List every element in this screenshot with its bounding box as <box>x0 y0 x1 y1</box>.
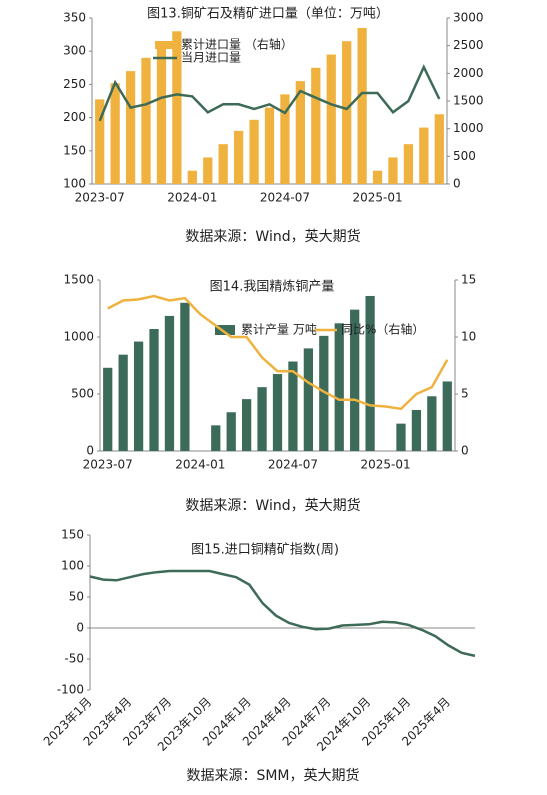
bar <box>419 127 429 184</box>
x-tick-label: 2024-01 <box>175 458 225 472</box>
bar <box>125 71 136 184</box>
line <box>98 64 441 122</box>
bar <box>357 27 367 185</box>
x-tick-label: 2024-01 <box>167 191 217 205</box>
bar <box>187 170 197 184</box>
y2-tick-label: 0 <box>453 177 461 191</box>
bar <box>226 412 236 451</box>
bar <box>303 348 313 451</box>
bar <box>172 31 182 185</box>
y2-tick-label: 500 <box>453 149 476 163</box>
bar <box>164 315 175 451</box>
y-tick-label: 150 <box>61 528 84 542</box>
legend-label: 当月进口量 <box>181 51 241 65</box>
bar <box>288 361 298 451</box>
y2-tick-label: 1000 <box>453 121 484 135</box>
bar <box>118 354 128 451</box>
y2-tick-label: 15 <box>461 273 476 287</box>
bar <box>272 374 283 451</box>
legend-label: 同比%（右轴） <box>341 322 424 337</box>
source: 数据来源：Wind，英大期货 <box>185 497 360 514</box>
y2-tick-label: 1500 <box>453 94 484 108</box>
bar <box>427 396 437 451</box>
bar <box>257 387 267 451</box>
y-tick-label: 0 <box>86 444 94 458</box>
legend-label: 累计产量 万吨 <box>241 323 317 337</box>
x-tick-label: 2023-07 <box>75 191 125 205</box>
bar <box>295 81 305 184</box>
legend-label: 累计进口量 （右轴） <box>181 37 293 52</box>
y-tick-label: 350 <box>63 11 86 25</box>
bar <box>242 399 252 451</box>
source: 数据来源：SMM，英大期货 <box>186 767 359 784</box>
bar <box>95 99 105 184</box>
bar <box>280 94 290 184</box>
bar <box>342 41 352 184</box>
y-tick-label: 150 <box>63 143 86 157</box>
chart-title: 图13.铜矿石及精矿进口量（单位：万吨） <box>147 7 389 22</box>
x-tick-label: 2025-01 <box>360 458 410 472</box>
bar <box>411 409 422 451</box>
bar <box>396 423 406 451</box>
bar <box>203 157 213 184</box>
bar <box>388 157 398 184</box>
y2-tick-label: 3000 <box>453 11 484 25</box>
y-tick-label: 300 <box>63 44 86 58</box>
bar <box>334 323 344 451</box>
legend-swatch <box>155 41 175 49</box>
bar <box>141 57 151 185</box>
bar <box>180 302 190 451</box>
bar <box>133 341 144 451</box>
y-tick-label: -100 <box>57 683 84 697</box>
y-tick-label: 200 <box>63 110 86 124</box>
y-tick-label: 0 <box>76 621 84 635</box>
y-tick-label: 250 <box>63 77 86 91</box>
bar <box>234 130 244 184</box>
bar <box>365 295 375 451</box>
y2-tick-label: 0 <box>461 444 469 458</box>
bar <box>434 114 444 184</box>
x-tick-label: 2023-07 <box>83 458 133 472</box>
y2-tick-label: 2000 <box>453 66 484 80</box>
x-tick-label: 2024-07 <box>268 458 318 472</box>
bar <box>103 367 113 451</box>
bar <box>156 44 167 185</box>
line <box>107 294 449 411</box>
y-tick-label: 100 <box>61 559 84 573</box>
chart-title: 图15.进口铜精矿指数(周) <box>191 543 339 558</box>
x-tick-label: 2025-01 <box>352 191 402 205</box>
y2-tick-label: 5 <box>461 387 469 401</box>
y2-tick-label: 2500 <box>453 38 484 52</box>
x-tick-label: 2024-07 <box>260 191 310 205</box>
chart-title: 图14.我国精炼铜产量 <box>210 280 335 295</box>
bar <box>249 119 259 184</box>
bar <box>149 329 159 451</box>
bar <box>211 425 221 451</box>
bar <box>372 170 383 184</box>
bar <box>218 144 228 184</box>
y-tick-label: 50 <box>69 590 84 604</box>
bar <box>350 309 360 451</box>
bar <box>110 83 120 184</box>
legend-swatch <box>215 325 235 335</box>
y-tick-label: 500 <box>71 387 94 401</box>
bar <box>319 335 329 451</box>
bar <box>311 67 321 184</box>
bar <box>403 144 414 184</box>
y-tick-label: 1000 <box>63 330 94 344</box>
bar <box>264 107 275 184</box>
bar <box>326 54 336 184</box>
source: 数据来源：Wind，英大期货 <box>185 228 360 245</box>
y-tick-label: -50 <box>64 652 84 666</box>
line <box>89 569 476 658</box>
y-tick-label: 100 <box>63 177 86 191</box>
y-tick-label: 1500 <box>63 273 94 287</box>
y2-tick-label: 10 <box>461 330 476 344</box>
bar <box>442 381 452 451</box>
